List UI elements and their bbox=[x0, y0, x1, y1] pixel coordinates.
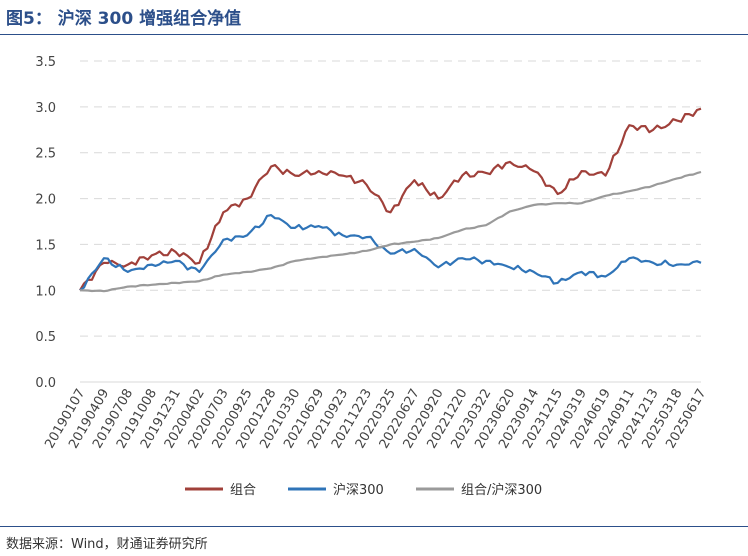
y-tick-label: 0.5 bbox=[35, 330, 56, 345]
series-lines bbox=[79, 107, 702, 293]
y-tick-label: 1.0 bbox=[35, 284, 56, 299]
legend-label-ratio: 组合/沪深300 bbox=[461, 482, 542, 498]
source-note: 数据来源：Wind，财通证券研究所 bbox=[6, 537, 208, 552]
y-tick-label: 2.0 bbox=[35, 193, 56, 208]
header-divider bbox=[0, 34, 748, 35]
x-axis-ticks: 2019010720190409201907082019100820191231… bbox=[42, 386, 709, 451]
gridlines bbox=[80, 60, 701, 383]
y-tick-label: 2.5 bbox=[35, 147, 56, 162]
y-tick-label: 0.0 bbox=[35, 376, 56, 391]
series-line-ratio bbox=[79, 170, 702, 293]
y-tick-label: 1.5 bbox=[35, 238, 56, 253]
y-tick-label: 3.0 bbox=[35, 101, 56, 116]
series-line-combo bbox=[79, 107, 702, 291]
y-axis-ticks: 0.0 0.5 1.0 1.5 2.0 2.5 3.0 3.5 bbox=[35, 55, 56, 391]
footer-divider bbox=[0, 526, 748, 527]
chart-title: 图5： 沪深 300 增强组合净值 bbox=[6, 9, 242, 29]
y-tick-label: 3.5 bbox=[35, 55, 56, 70]
series-line-hs300 bbox=[79, 214, 702, 292]
legend: 组合 沪深300 组合/沪深300 bbox=[185, 482, 542, 498]
legend-label-hs300: 沪深300 bbox=[333, 482, 384, 498]
legend-label-combo: 组合 bbox=[230, 483, 256, 498]
